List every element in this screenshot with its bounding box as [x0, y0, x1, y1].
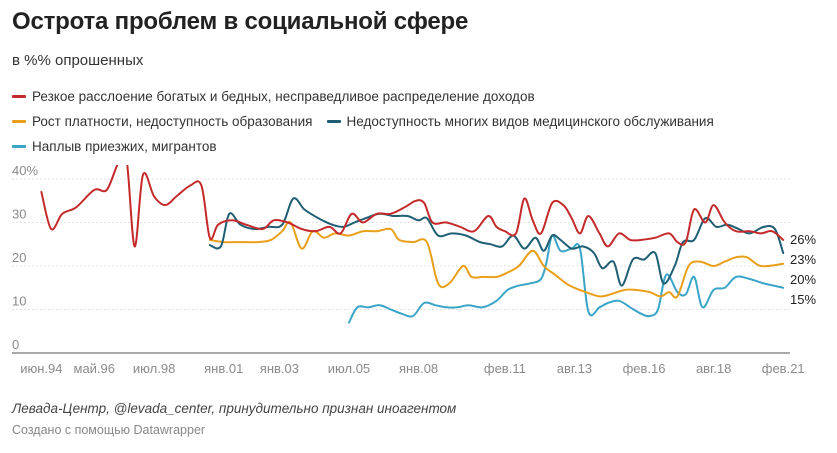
x-tick-label: июн.94 [20, 361, 62, 376]
end-label-medicine: 23% [790, 252, 816, 267]
x-tick-label: июл.05 [328, 361, 370, 376]
legend-label-inequality: Резкое расслоение богатых и бедных, несп… [32, 89, 535, 104]
x-tick-label: фев.16 [623, 361, 666, 376]
x-tick-label: май.96 [74, 361, 116, 376]
x-tick-label: янв.08 [399, 361, 438, 376]
x-tick-label: авг.18 [696, 361, 731, 376]
legend-label-medicine: Недоступность многих видов медицинского … [346, 114, 714, 129]
legend-swatch-education [12, 120, 26, 123]
chart-subtitle: в %% опрошенных [12, 52, 144, 69]
legend-item-medicine: Недоступность многих видов медицинского … [326, 109, 714, 134]
legend-label-migrants: Наплыв приезжих, мигрантов [32, 139, 217, 154]
series-line-migrants [348, 234, 785, 324]
legend-item-migrants: Наплыв приезжих, мигрантов [12, 134, 217, 159]
series-line-medicine [208, 197, 785, 287]
end-label-migrants: 15% [790, 292, 816, 307]
y-tick-label: 10 [12, 294, 26, 309]
datawrapper-credit: Создано с помощью Datawrapper [12, 423, 206, 437]
end-label-education: 20% [790, 272, 816, 287]
legend-swatch-migrants [12, 145, 26, 148]
legend-swatch-medicine [326, 120, 341, 123]
x-tick-label: фев.21 [762, 361, 805, 376]
x-tick-label: фев.11 [484, 361, 526, 376]
end-label-inequality: 26% [790, 232, 816, 247]
x-tick-label: авг.13 [557, 361, 592, 376]
source-note: Левада-Центр, @levada_center, принудител… [12, 401, 457, 416]
chart-title: Острота проблем в социальной сфере [12, 8, 469, 35]
legend-item-inequality: Резкое расслоение богатых и бедных, несп… [12, 84, 535, 109]
legend-label-education: Рост платности, недоступность образовани… [32, 114, 313, 129]
x-tick-label: янв.01 [204, 361, 243, 376]
y-tick-label: 20 [12, 250, 26, 265]
legend-swatch-inequality [12, 95, 26, 98]
x-tick-label: янв.03 [260, 361, 299, 376]
y-tick-label: 0 [12, 337, 19, 352]
line-chart: 0 10 20 30 40% июн.94 май.96 июл.98 янв.01 янв.03… [12, 165, 816, 376]
y-tick-label: 30 [12, 207, 26, 222]
x-tick-label: июл.98 [133, 361, 175, 376]
series-line-inequality [40, 165, 785, 248]
legend: Резкое расслоение богатых и бедных, несп… [12, 84, 827, 159]
y-tick-label: 40% [12, 165, 38, 178]
legend-item-education: Рост платности, недоступность образовани… [12, 109, 313, 134]
